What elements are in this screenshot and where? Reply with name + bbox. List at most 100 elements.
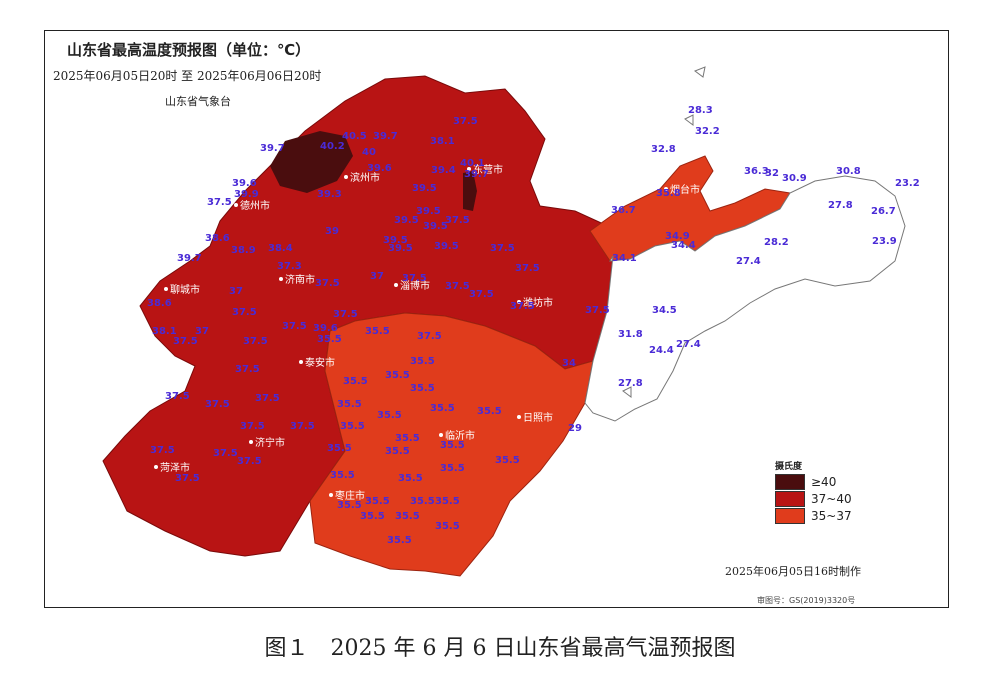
legend-swatch [775, 474, 805, 490]
city-label: 聊城市 [170, 283, 200, 296]
station-value: 39.7 [177, 253, 202, 264]
station-value: 23.9 [872, 236, 897, 247]
map-agency: 山东省气象台 [165, 95, 231, 108]
station-value: 35.5 [430, 403, 455, 414]
map-frame: 德州市 滨州市 东营市 聊城市 济南市 淄博市 潍坊市 烟台市 威海市 青岛市 泰安市 济宁市 菏泽市 临… [44, 30, 949, 608]
station-value: 27.8 [618, 378, 643, 389]
station-value: 39.5 [383, 235, 408, 246]
station-value: 37.5 [282, 321, 307, 332]
legend: 摄氏度 ≥40 37~40 35~37 [775, 459, 852, 525]
station-value: 28.2 [764, 237, 789, 248]
station-value: 37.5 [237, 456, 262, 467]
station-value: 37.5 [315, 278, 340, 289]
station-value: 35.5 [365, 496, 390, 507]
station-value: 32.2 [695, 126, 720, 137]
station-value: 37.5 [207, 197, 232, 208]
station-value: 37.5 [469, 289, 494, 300]
legend-item-ge40: ≥40 [775, 474, 852, 490]
station-value: 39.6 [367, 163, 392, 174]
station-value: 35.5 [330, 470, 355, 481]
station-value: 30.9 [782, 173, 807, 184]
station-value: 39.5 [412, 183, 437, 194]
station-value: 27.4 [736, 256, 761, 267]
legend-label: 37~40 [811, 492, 852, 506]
zone-35-37 [309, 312, 594, 577]
station-value: 37.5 [240, 421, 265, 432]
station-value: 35.5 [410, 496, 435, 507]
station-value: 35.5 [337, 500, 362, 511]
station-value: 37.5 [445, 281, 470, 292]
city-marker [467, 167, 471, 171]
station-value: 37.5 [235, 364, 260, 375]
city-marker [517, 415, 521, 419]
station-value: 38.9 [231, 245, 256, 256]
station-value: 39.9 [234, 189, 259, 200]
station-value: 35.5 [410, 383, 435, 394]
station-value: 27.4 [676, 339, 701, 350]
station-value: 38.4 [268, 243, 293, 254]
station-value: 40 [362, 147, 376, 158]
station-value: 39.6 [313, 323, 338, 334]
station-value: 34.9 [665, 231, 690, 242]
station-value: 40.5 [342, 131, 367, 142]
station-value: 32 [765, 168, 779, 179]
station-value: 35.5 [495, 455, 520, 466]
city-marker [164, 287, 168, 291]
station-value: 35.5 [440, 463, 465, 474]
city-label: 淄博市 [400, 279, 430, 292]
station-value: 37.5 [453, 116, 478, 127]
station-value: 36.7 [611, 205, 636, 216]
station-value: 37.3 [277, 261, 302, 272]
station-value: 34 [562, 358, 576, 369]
city-label: 济宁市 [255, 436, 285, 449]
station-value: 37 [195, 326, 209, 337]
station-value: 38.6 [147, 298, 172, 309]
city-marker [234, 203, 238, 207]
station-value: 35.5 [395, 511, 420, 522]
station-value: 37.5 [165, 391, 190, 402]
station-value: 39 [325, 226, 339, 237]
zone-below-35 [584, 175, 906, 422]
station-value: 39.5 [423, 221, 448, 232]
city-label: 济南市 [285, 273, 315, 286]
station-value: 35.5 [385, 370, 410, 381]
legend-swatch [775, 491, 805, 507]
station-value: 39.7 [464, 169, 489, 180]
station-value: 35.5 [435, 496, 460, 507]
island [622, 386, 632, 398]
city-label: 潍坊市 [523, 296, 553, 309]
station-value: 37.5 [232, 307, 257, 318]
city-marker [394, 283, 398, 287]
station-value: 39.6 [232, 178, 257, 189]
station-value: 39.4 [431, 165, 456, 176]
city-label: 东营市 [473, 163, 503, 176]
station-value: 30.8 [836, 166, 861, 177]
city-label: 枣庄市 [335, 489, 365, 502]
station-value: 35.5 [440, 440, 465, 451]
city-marker [154, 465, 158, 469]
station-value: 37.5 [290, 421, 315, 432]
city-marker [344, 175, 348, 179]
city-marker [809, 213, 813, 217]
station-value: 39.5 [416, 206, 441, 217]
city-label: 烟台市 [670, 183, 700, 196]
island [693, 66, 706, 78]
station-value: 37.5 [175, 473, 200, 484]
city-label: 日照市 [523, 411, 553, 424]
station-value: 37.5 [333, 309, 358, 320]
station-value: 35.5 [385, 446, 410, 457]
zone-ge40-east [463, 171, 477, 211]
city-marker [664, 187, 668, 191]
station-value: 37.5 [515, 263, 540, 274]
zone-ge40-north [270, 131, 353, 193]
station-value: 37.5 [510, 301, 535, 312]
station-value: 37.5 [402, 273, 427, 284]
figure-caption: 图１ 2025 年 6 月 6 日山东省最高气温预报图 [264, 636, 736, 661]
station-value: 35.5 [365, 326, 390, 337]
station-value: 35.5 [327, 443, 352, 454]
station-value: 39.7 [260, 143, 285, 154]
approval-number: 审图号：GS(2019)3320号 [757, 596, 856, 605]
station-value: 35.5 [398, 473, 423, 484]
